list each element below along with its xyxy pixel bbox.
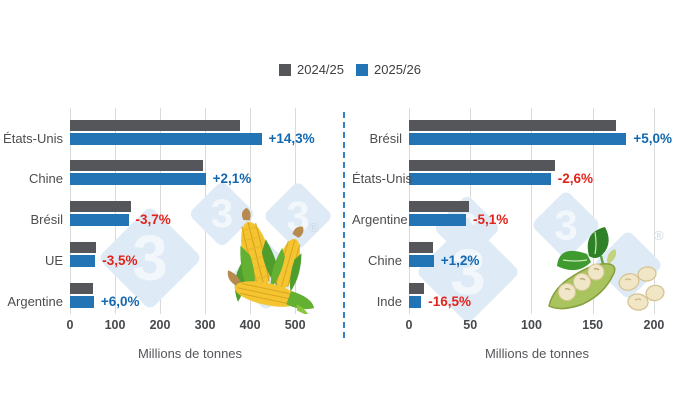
soybean-icon [543, 222, 669, 322]
legend-item-2024-25: 2024/25 [279, 62, 344, 77]
tick-label: 100 [521, 318, 542, 332]
maize-production-chart: 0 100 200 300 400 500 3 3 3 ® États-Unis +14,3% Chin… [0, 108, 345, 370]
bar-2025-26 [70, 132, 262, 145]
gridline [160, 108, 162, 314]
category-label: Brésil [369, 130, 402, 146]
tick-label: 150 [582, 318, 604, 332]
change-label: -2,6% [557, 171, 593, 187]
change-label: +14,3% [268, 130, 315, 146]
change-label: +2,1% [212, 171, 252, 187]
axis-label-millions-de-tonnes: Millions de tonnes [484, 346, 590, 361]
tick-label: 200 [149, 318, 171, 332]
bar-2025-26 [70, 295, 94, 308]
bar-2025-26 [409, 254, 434, 267]
bar-2024-25 [409, 119, 616, 131]
svg-text:3: 3 [132, 222, 168, 294]
change-label: -16,5% [428, 293, 472, 309]
bar-2025-26 [409, 295, 422, 308]
change-label: +6,0% [100, 293, 140, 309]
gridline [592, 108, 594, 314]
category-label: Brésil [30, 212, 63, 228]
bar-2024-25 [70, 201, 131, 213]
bar-2024-25 [409, 282, 424, 294]
category-label: États-Unis [3, 130, 63, 146]
svg-text:3: 3 [286, 193, 309, 240]
legend-item-2025-26: 2025/26 [356, 62, 421, 77]
legend-label-2024-25: 2024/25 [297, 62, 344, 77]
bar-2024-25 [70, 241, 97, 253]
bar-2025-26 [409, 173, 551, 186]
bar-2024-25 [409, 241, 434, 253]
chart-divider-dashed-line [343, 112, 345, 338]
change-label: -3,7% [135, 212, 171, 228]
gridline [531, 108, 533, 314]
bar-2024-25 [409, 201, 470, 213]
bar-2024-25 [70, 282, 93, 294]
bar-2025-26 [409, 132, 627, 145]
category-label: États-Unis [352, 171, 412, 187]
gridline [653, 108, 655, 314]
axis-label-millions-de-tonnes: Millions de tonnes [137, 346, 243, 361]
category-label: Chine [368, 252, 402, 268]
bar-2024-25 [409, 160, 555, 172]
tick-label: 400 [239, 318, 261, 332]
category-label: Argentine [7, 293, 63, 309]
tick-label: 200 [643, 318, 665, 332]
change-label: -3,5% [102, 252, 138, 268]
category-label: UE [44, 252, 63, 268]
bar-2024-25 [70, 119, 241, 131]
tick-label: 0 [405, 318, 413, 332]
legend-swatch-2025-26-icon [356, 63, 368, 76]
bar-2025-26 [70, 254, 96, 267]
corn-icon [212, 202, 322, 317]
registered-trademark-icon: ® [309, 220, 319, 235]
bar-2025-26 [70, 173, 206, 186]
svg-text:3: 3 [211, 192, 233, 236]
legend-swatch-2024-25-icon [279, 63, 291, 76]
tick-label: 0 [66, 318, 74, 332]
watermark-333-logo: 333® [418, 192, 664, 322]
svg-text:3: 3 [554, 202, 577, 249]
category-label: Argentine [352, 212, 408, 228]
svg-text:3: 3 [450, 236, 486, 308]
soybean-production-chart: 050100150200333®Brésil+5,0%États-Unis-2,… [352, 108, 700, 370]
change-label: +1,2% [440, 252, 480, 268]
bar-2025-26 [70, 214, 129, 227]
category-label: Inde [376, 293, 402, 309]
legend: 2024/25 2025/26 [0, 62, 700, 77]
category-label: Chine [29, 171, 63, 187]
tick-label: 500 [284, 318, 306, 332]
tick-label: 100 [104, 318, 126, 332]
change-label: +5,0% [633, 130, 673, 146]
bar-2024-25 [70, 160, 203, 172]
tick-label: 300 [194, 318, 216, 332]
registered-trademark-icon: ® [654, 228, 664, 243]
bar-2025-26 [409, 214, 466, 227]
legend-label-2025-26: 2025/26 [374, 62, 421, 77]
tick-label: 50 [463, 318, 478, 332]
change-label: -5,1% [472, 212, 509, 228]
